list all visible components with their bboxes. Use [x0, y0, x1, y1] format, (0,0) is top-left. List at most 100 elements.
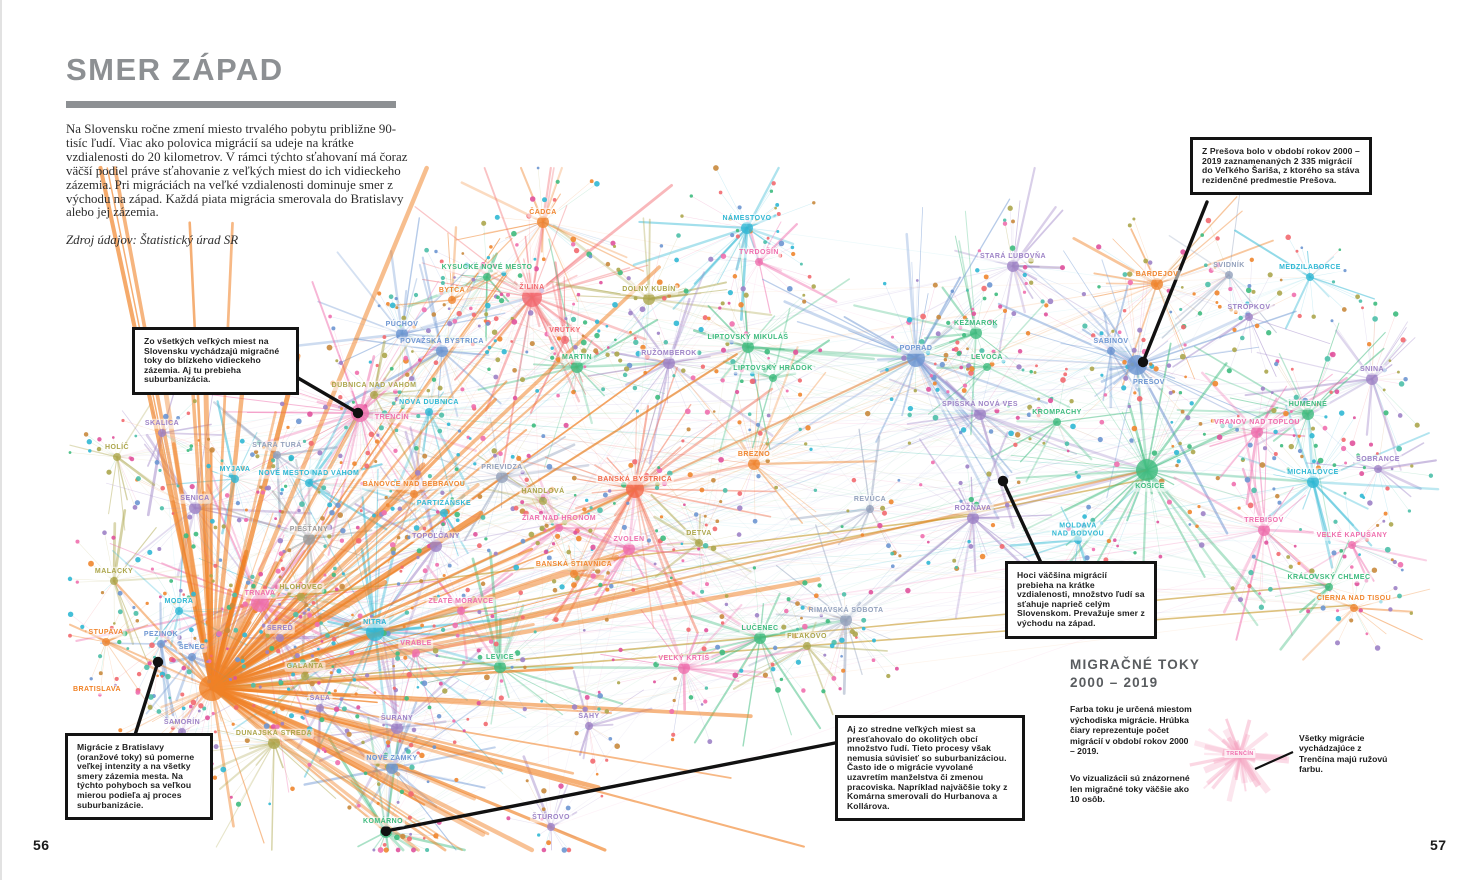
- city-node-liptovsky-mikulas: [742, 341, 754, 353]
- city-node-povazska-bystrica: [436, 345, 448, 357]
- city-node-medzilaborce: [1306, 273, 1314, 281]
- city-node-moldava-nad-bodvou: [1074, 536, 1082, 544]
- callout-suburbanization-west: Zo všetkých veľkých miest na Slovensku v…: [132, 327, 299, 395]
- minimap-pointer-line: [1254, 750, 1294, 771]
- city-node-stupava: [102, 638, 110, 646]
- city-node-svidnik: [1225, 271, 1233, 279]
- page-number-left: 56: [33, 837, 50, 853]
- city-node-stropkov: [1245, 313, 1253, 321]
- city-node-spisska-nova-ves: [974, 408, 986, 420]
- city-node-puchov: [396, 328, 408, 340]
- city-node-senec: [188, 653, 196, 661]
- city-node-snina: [1366, 373, 1378, 385]
- city-node-sahy: [585, 722, 593, 730]
- city-node-nitra: [366, 623, 384, 641]
- city-node-dolny-kubin: [643, 293, 655, 305]
- city-node-martin: [571, 361, 583, 373]
- city-node-handlova: [539, 497, 547, 505]
- minimap-city-label: TRENČÍN: [1224, 750, 1256, 758]
- callout-anchor-bratislava-toky: [152, 656, 164, 668]
- city-node-trnava: [251, 594, 269, 612]
- page-number-right: 57: [1430, 837, 1447, 853]
- page-title: SMER ZÁPAD: [66, 52, 284, 87]
- callout-anchor-dlhe-vzdialenosti: [997, 475, 1009, 487]
- city-node-vranov-nad-toplou: [1251, 426, 1263, 438]
- city-node-dunajska-streda: [268, 737, 280, 749]
- city-node-myjava: [231, 475, 239, 483]
- city-node-levoca: [983, 363, 991, 371]
- city-node-surany: [391, 722, 403, 734]
- city-node-sered: [276, 634, 284, 642]
- city-node-roznava: [967, 512, 979, 524]
- city-node-vrable: [412, 649, 420, 657]
- city-node-detva: [695, 539, 703, 547]
- city-node-vrutky: [561, 336, 569, 344]
- city-node-modra: [175, 607, 183, 615]
- intro-paragraph: Na Slovensku ročne zmení miesto trvalého…: [66, 122, 408, 220]
- city-node-zilina: [522, 287, 542, 307]
- city-node-kralovsky-chlmec: [1325, 583, 1333, 591]
- callout-anchor-komarno: [380, 825, 392, 837]
- city-node-cierna-nad-tisou: [1350, 604, 1358, 612]
- callout-presov-velky-saris: Z Prešova bolo v období rokov 2000 – 201…: [1190, 137, 1372, 196]
- city-node-sabinov: [1107, 347, 1115, 355]
- city-node-pezinok: [157, 640, 165, 648]
- city-node-prievidza: [496, 471, 508, 483]
- city-node-stara-tura: [273, 451, 281, 459]
- city-node-tvrdosin: [755, 258, 763, 266]
- city-node-sturovo: [547, 823, 555, 831]
- city-node-bardejov: [1151, 278, 1163, 290]
- city-node-topolcany: [430, 540, 442, 552]
- callout-bratislava-flows: Migrácie z Bratislavy (oranžové toky) sú…: [65, 733, 213, 821]
- city-node-lucenec: [754, 632, 766, 644]
- city-node-humenne: [1302, 408, 1314, 420]
- city-node-ziar-nad-hronom: [555, 524, 563, 532]
- city-node-trebisov: [1258, 524, 1270, 536]
- city-node-filakovo: [803, 642, 811, 650]
- city-node-krompachy: [1053, 418, 1061, 426]
- city-node-nova-dubnica: [425, 408, 433, 416]
- city-node-sala: [316, 704, 324, 712]
- city-node-ruzomberok: [663, 357, 675, 369]
- city-node-bytca: [448, 296, 456, 304]
- callout-komarno: Aj zo stredne veľkých miest sa presťahov…: [835, 715, 1025, 822]
- city-node-kosice: [1136, 459, 1158, 481]
- city-node-nove-mesto-nad-vahom: [305, 479, 313, 487]
- city-node-poprad: [907, 349, 925, 367]
- callout-long-distance: Hoci väčšina migrácií prebieha na krátke…: [1005, 561, 1157, 639]
- city-node-hlohovec: [297, 593, 305, 601]
- city-node-banovce-nad-bebravou: [410, 490, 418, 498]
- legend-paragraph-2: Vo vizualizácii sú znázornené len migrač…: [1070, 773, 1190, 805]
- city-node-brezno: [748, 458, 760, 470]
- city-node-rimavska-sobota: [840, 614, 852, 626]
- legend-heading: MIGRAČNÉ TOKY 2000 – 2019: [1070, 657, 1201, 691]
- city-node-levice: [494, 661, 506, 673]
- city-node-partizanske: [440, 509, 448, 517]
- city-node-sobrance: [1374, 465, 1382, 473]
- city-node-malacky: [110, 577, 118, 585]
- callout-anchor-presov-velky-saris: [1137, 356, 1149, 368]
- city-node-cadca: [537, 216, 549, 228]
- city-node-banska-stiavnica: [570, 570, 578, 578]
- city-node-velke-kapusany: [1348, 541, 1356, 549]
- city-node-kezmarok: [970, 327, 982, 339]
- intro-block: SMER ZÁPAD Na Slovensku ročne zmení mies…: [66, 52, 414, 248]
- city-node-velky-krtis: [678, 662, 690, 674]
- city-node-zvolen: [623, 543, 635, 555]
- city-node-zlate-moravce: [457, 607, 465, 615]
- callout-anchor-suburbanizacia-zapad: [352, 407, 364, 419]
- city-node-holic: [113, 453, 121, 461]
- city-node-kysucke-nove-mesto: [483, 273, 491, 281]
- data-source: Zdroj údajov: Štatistický úrad SR: [66, 233, 239, 248]
- city-node-liptovsky-hradok: [769, 374, 777, 382]
- title-rule: [66, 101, 396, 108]
- city-node-namestovo: [741, 222, 753, 234]
- city-node-banska-bystrica: [626, 480, 644, 498]
- city-node-nove-zamky: [386, 762, 398, 774]
- legend-paragraph-1: Farba toku je určená miestom východiska …: [1070, 704, 1192, 757]
- legend-annotation: Všetky migrácie vychádzajúce z Trenčína …: [1299, 733, 1388, 775]
- city-node-revuca: [866, 505, 874, 513]
- city-node-stara-lubovna: [1007, 260, 1019, 272]
- city-node-skalica: [158, 429, 166, 437]
